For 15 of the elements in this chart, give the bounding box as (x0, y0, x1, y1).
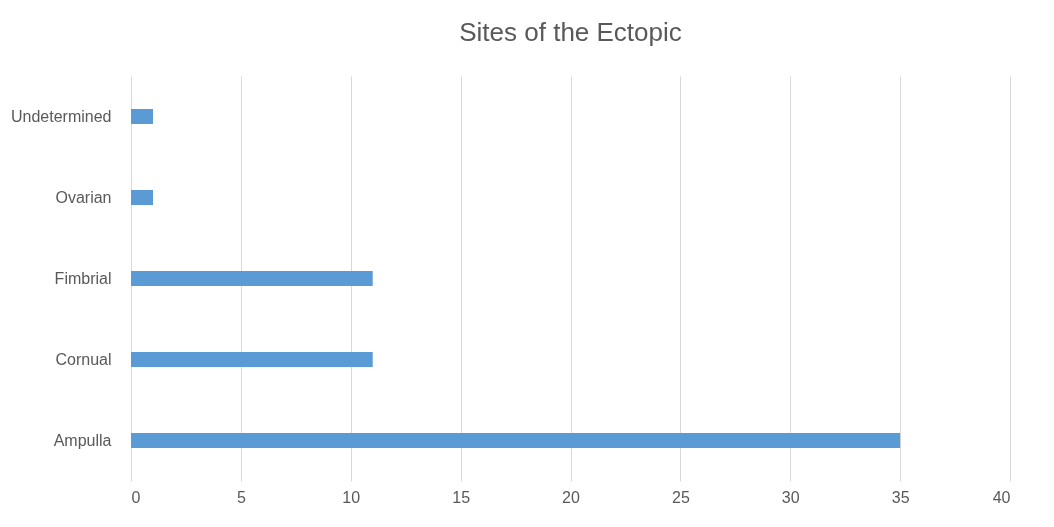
x-tick-label: 5 (236, 488, 246, 506)
x-tick-label: 10 (342, 488, 361, 506)
x-tick-label: 25 (671, 488, 690, 506)
y-tick-label: Ampulla (53, 431, 112, 449)
x-tick-label: 40 (992, 488, 1011, 506)
y-tick-label: Cornual (55, 350, 112, 368)
y-tick-label: Ovarian (55, 188, 112, 206)
x-tick-label: 35 (891, 488, 910, 506)
x-tick-label: 15 (452, 488, 471, 506)
y-tick-label: Fimbrial (54, 269, 112, 287)
chart-title: Sites of the Ectopic (459, 17, 682, 47)
x-tick-label: 0 (131, 488, 141, 506)
y-tick-label: Undetermined (11, 107, 112, 125)
x-tick-label: 30 (781, 488, 800, 506)
x-tick-label: 20 (562, 488, 580, 506)
